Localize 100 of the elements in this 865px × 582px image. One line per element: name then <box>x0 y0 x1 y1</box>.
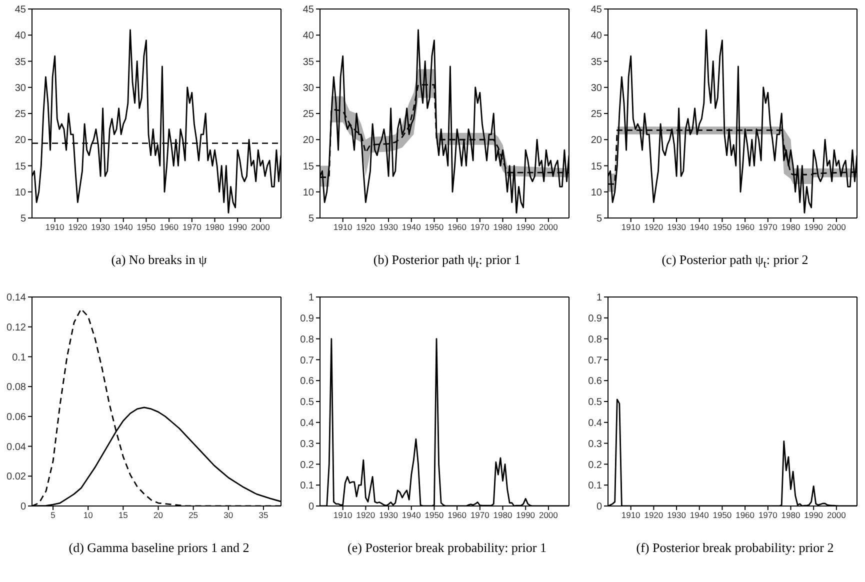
x-tick-label: 1980 <box>493 222 512 232</box>
y-tick-label: 0.12 <box>6 322 26 334</box>
x-tick-label: 1920 <box>68 222 88 232</box>
x-tick-label: 1910 <box>333 510 353 520</box>
y-tick-label: 0 <box>308 502 314 513</box>
text: (d) Gamma baseline priors 1 and 2 <box>68 540 250 556</box>
y-tick-label: 0.1 <box>12 352 26 364</box>
x-tick-label: 1970 <box>758 222 778 232</box>
text: (e) Posterior break probability: prior 1 <box>346 540 548 556</box>
x-tick-label: 2000 <box>826 222 846 232</box>
x-tick-label: 1980 <box>781 510 800 520</box>
x-tick-label: 1920 <box>644 222 664 232</box>
x-tick-label: 1970 <box>470 222 490 232</box>
y-tick-label: 0.04 <box>6 442 26 453</box>
x-tick-label: 2000 <box>538 222 558 232</box>
y-tick-label: 0.4 <box>588 418 602 429</box>
y-tick-label: 0.1 <box>300 480 314 492</box>
x-tick-label: 1910 <box>45 222 65 232</box>
y-tick-label: 30 <box>590 82 602 94</box>
y-tick-label: 35 <box>590 56 602 68</box>
y-tick-label: 1 <box>596 292 602 304</box>
y-tick-label: 10 <box>302 187 314 198</box>
y-tick-label: 0.2 <box>588 460 602 471</box>
y-tick-label: 0.3 <box>300 438 314 450</box>
y-tick-label: 45 <box>14 4 26 16</box>
y-tick-label: 20 <box>590 135 602 146</box>
x-tick-label: 1960 <box>736 510 755 520</box>
y-tick-label: 15 <box>14 161 26 172</box>
y-tick-label: 40 <box>14 30 26 42</box>
x-tick-label: 2000 <box>538 510 558 520</box>
x-tick-label: 20 <box>154 510 164 520</box>
y-tick-label: 0 <box>596 502 602 513</box>
y-tick-label: 0.5 <box>300 397 314 408</box>
x-tick-label: 1920 <box>644 510 664 520</box>
y-tick-label: 40 <box>590 30 602 42</box>
y-tick-label: 45 <box>590 4 602 16</box>
y-tick-label: 0.1 <box>588 480 602 492</box>
x-tick-label: 1980 <box>493 510 512 520</box>
y-tick-label: 0.7 <box>300 355 314 366</box>
x-tick-label: 1940 <box>402 510 422 520</box>
y-tick-label: 0.7 <box>588 355 602 366</box>
y-tick-label: 10 <box>590 187 602 198</box>
y-tick-label: 15 <box>590 161 602 172</box>
x-tick-label: 30 <box>224 510 234 520</box>
text: (a) No breaks in ψ <box>110 252 208 268</box>
x-tick-label: 1940 <box>402 222 422 232</box>
y-tick-label: 35 <box>302 56 314 68</box>
x-tick-label: 1950 <box>712 510 732 520</box>
x-tick-label: 2000 <box>250 222 270 232</box>
x-tick-label: 1990 <box>804 222 824 232</box>
x-tick-label: 1910 <box>621 222 641 232</box>
x-tick-label: 1990 <box>516 510 536 520</box>
x-tick-label: 1940 <box>690 510 710 520</box>
y-tick-label: 0.8 <box>300 334 314 346</box>
x-tick-label: 1910 <box>621 510 641 520</box>
x-tick-label: 1920 <box>356 222 376 232</box>
y-tick-label: 0.9 <box>588 313 602 324</box>
x-tick-label: 1950 <box>424 510 444 520</box>
x-tick-label: 1990 <box>804 510 824 520</box>
y-tick-label: 30 <box>302 82 314 94</box>
y-tick-label: 35 <box>14 56 26 68</box>
x-tick-label: 10 <box>83 510 94 520</box>
text: (b) Posterior path ψ$_{t}$: prior 1 <box>372 252 522 271</box>
x-tick-label: 5 <box>50 510 56 520</box>
y-tick-label: 0.9 <box>300 313 314 324</box>
x-tick-label: 15 <box>118 510 128 520</box>
y-tick-label: 10 <box>14 187 26 198</box>
y-tick-label: 25 <box>590 109 602 120</box>
x-tick-label: 1910 <box>333 222 353 232</box>
text: (c) Posterior path ψ$_{t}$: prior 2 <box>660 252 810 271</box>
y-tick-label: 0.02 <box>6 472 26 483</box>
x-tick-label: 1960 <box>448 510 467 520</box>
x-tick-label: 1930 <box>91 222 110 232</box>
y-tick-label: 25 <box>14 109 26 120</box>
x-tick-label: 1950 <box>424 222 444 232</box>
x-tick-label: 1930 <box>379 510 398 520</box>
text: (f) Posterior break probability: prior 2 <box>635 540 835 556</box>
x-tick-label: 1940 <box>690 222 710 232</box>
y-tick-label: 15 <box>302 161 314 172</box>
x-tick-label: 1920 <box>356 510 376 520</box>
y-tick-label: 0.8 <box>588 334 602 346</box>
x-tick-label: 1970 <box>470 510 490 520</box>
y-tick-label: 0.4 <box>300 418 314 429</box>
y-tick-label: 0.2 <box>300 460 314 471</box>
y-tick-label: 0.08 <box>6 382 26 394</box>
y-tick-label: 0.5 <box>588 397 602 408</box>
y-tick-label: 5 <box>308 214 314 225</box>
x-tick-label: 1990 <box>228 222 248 232</box>
y-tick-label: 0.06 <box>6 412 26 423</box>
y-tick-label: 0.14 <box>6 292 26 304</box>
y-tick-label: 1 <box>308 292 314 304</box>
y-tick-label: 5 <box>20 214 26 225</box>
x-tick-label: 1960 <box>736 222 755 232</box>
y-tick-label: 20 <box>14 135 26 146</box>
x-tick-label: 1950 <box>136 222 156 232</box>
x-tick-label: 1940 <box>114 222 134 232</box>
x-tick-label: 1930 <box>379 222 398 232</box>
y-tick-label: 25 <box>302 109 314 120</box>
x-tick-label: 1930 <box>667 222 686 232</box>
x-tick-label: 25 <box>188 510 198 520</box>
